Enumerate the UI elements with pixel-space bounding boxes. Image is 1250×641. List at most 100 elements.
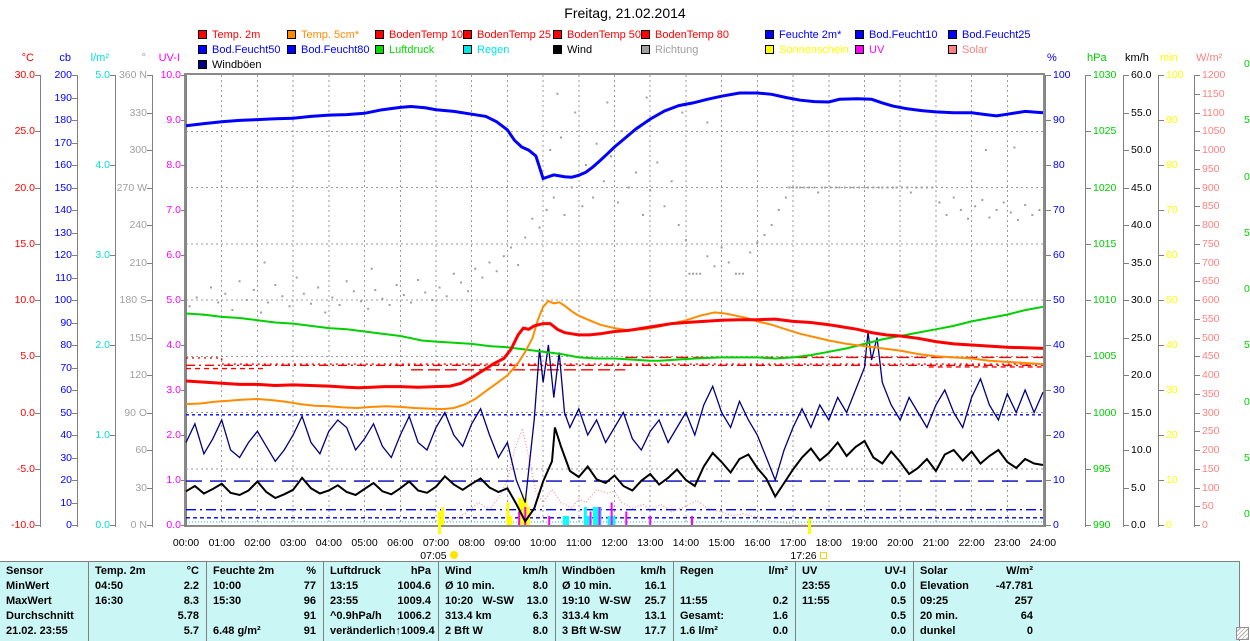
- axis-tick: [1195, 206, 1200, 208]
- axis-tick: [72, 255, 77, 256]
- axis-tick: [1046, 120, 1051, 121]
- axis-tick-label: 8.0: [166, 159, 181, 171]
- axis-tick-label: 995: [1093, 462, 1111, 475]
- axis-tick-label: 50.0: [1131, 144, 1152, 156]
- series-richtung: [424, 291, 427, 294]
- axis-tick-label: 3.0: [166, 384, 181, 396]
- x-axis-label: 17:00: [779, 537, 807, 549]
- axis-tick-label: 10.0: [160, 69, 181, 81]
- table-cell: veränderlich↑ 1009.4: [330, 625, 435, 637]
- series-regen: [562, 516, 566, 525]
- axis-tick-label: 35.0: [1131, 256, 1152, 269]
- axis-tick: [1195, 281, 1200, 283]
- legend-label: Regen: [477, 44, 510, 56]
- axis-tick-label: 5.0: [1131, 481, 1146, 494]
- axis-tick: [1195, 356, 1200, 358]
- axis-tick: [1159, 300, 1164, 301]
- series-richtung: [495, 270, 498, 273]
- axis-tick-label: 0.0: [95, 519, 110, 531]
- axis-tick: [147, 525, 152, 526]
- table-column-header: Windböen km/h: [562, 565, 666, 577]
- axis-tick-label: 15.0: [14, 237, 35, 250]
- table-cell: 0.0: [890, 625, 906, 637]
- axis-tick-label: 270 W: [116, 181, 147, 194]
- series-richtung: [474, 267, 477, 270]
- axis-tick: [35, 412, 40, 414]
- axis-tick-label: 40: [1166, 339, 1178, 351]
- axis-tick-label: 330: [129, 106, 147, 119]
- x-axis-label: 00:00: [172, 537, 200, 549]
- series-richtung: [549, 149, 552, 151]
- table-row-label: Sensor: [6, 565, 44, 577]
- axis-tick: [1046, 75, 1051, 76]
- x-axis-label: 23:00: [994, 537, 1021, 549]
- axis-tick: [72, 300, 77, 301]
- axis-tick: [1195, 150, 1200, 151]
- axis-tick-label: 10: [1053, 474, 1065, 486]
- axis-tick: [1195, 318, 1200, 320]
- axis-tick: [1086, 243, 1091, 245]
- series-richtung: [1013, 146, 1016, 149]
- legend-label: Richtung: [655, 44, 699, 56]
- axis-tick: [72, 345, 77, 346]
- axis-tick: [1046, 165, 1051, 166]
- table-column-header: Solar W/m²: [920, 565, 1033, 577]
- series-richtung: [231, 309, 234, 311]
- series-richtung: [706, 255, 709, 258]
- series-richtung: [945, 214, 948, 216]
- table-cell: 3 Bft W-SW 17.7: [562, 625, 666, 637]
- axis-tick-label: 30: [60, 451, 72, 464]
- series-richtung: [1031, 214, 1034, 216]
- series-richtung: [995, 209, 998, 211]
- axis-tick: [147, 150, 152, 151]
- series-richtung: [195, 296, 198, 299]
- window-resize-grip[interactable]: [1236, 627, 1249, 640]
- axis-tick-label: 950: [1202, 162, 1220, 175]
- axis-tick-label: 140: [54, 204, 72, 216]
- axis-tick-label: 5.0: [95, 69, 110, 81]
- x-axis-label: 22:00: [958, 537, 985, 549]
- axis-tick-label: 4.0: [166, 339, 181, 351]
- table-column-header: UV UV-I: [802, 565, 906, 577]
- axis-tick: [147, 450, 152, 451]
- series-richtung: [981, 199, 984, 201]
- axis-tick-label: 50: [1166, 294, 1178, 306]
- cutoff-axis-fragment: 5: [1244, 114, 1250, 127]
- legend-item: Solar: [948, 44, 988, 56]
- axis-tick: [1124, 412, 1129, 414]
- axis-line: [40, 75, 41, 527]
- series-sonnenschein: [521, 493, 525, 525]
- series-richtung: [388, 304, 391, 306]
- table-cell: 13:15 1004.6: [330, 580, 431, 592]
- axis-tick-label: 130: [54, 226, 72, 239]
- axis-tick: [147, 75, 152, 76]
- legend-item: Bod.Feucht50: [198, 44, 281, 56]
- axis-tick: [35, 356, 40, 358]
- axis-tick: [147, 187, 152, 189]
- series-richtung: [799, 186, 802, 189]
- x-axis-label: 10:00: [529, 537, 557, 549]
- series-richtung: [900, 186, 903, 189]
- series-richtung: [770, 224, 773, 226]
- series-richtung: [609, 155, 612, 158]
- series-richtung: [509, 246, 512, 249]
- axis-tick: [147, 487, 152, 489]
- axis-tick-label: 15.0: [1131, 406, 1152, 419]
- axis-tick: [72, 322, 77, 324]
- series-richtung: [938, 201, 941, 204]
- legend-swatch-icon: [553, 45, 562, 54]
- legend-item: Richtung: [641, 44, 698, 56]
- series-richtung: [925, 186, 928, 189]
- table-cell: 23:55 1009.4: [330, 595, 431, 607]
- axis-tick: [1124, 450, 1129, 451]
- axis-line: [1045, 75, 1046, 527]
- series-richtung: [559, 136, 562, 139]
- axis-tick: [1159, 255, 1164, 256]
- table-cell: 09:25 257: [920, 595, 1033, 607]
- series-richtung: [843, 186, 846, 189]
- axis-unit-label: °C: [21, 52, 34, 64]
- x-axis-label: 01:00: [208, 537, 235, 549]
- axis-tick: [1046, 435, 1051, 436]
- axis-tick-label: 120: [129, 369, 147, 381]
